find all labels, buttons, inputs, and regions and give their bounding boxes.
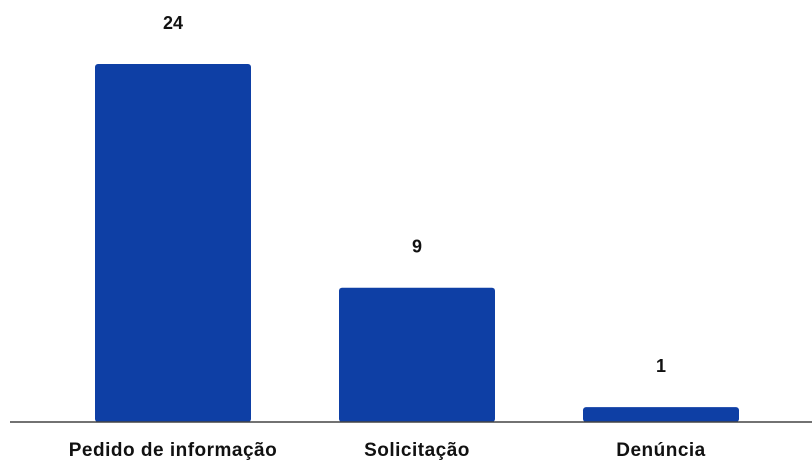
bar <box>339 287 495 422</box>
value-label: 1 <box>656 356 666 376</box>
value-label: 9 <box>412 237 422 257</box>
value-label: 24 <box>163 13 183 33</box>
bar <box>583 407 739 422</box>
x-tick-label: Solicitação <box>364 440 470 461</box>
x-tick-label: Pedido de informação <box>69 440 277 461</box>
bar <box>95 64 251 422</box>
x-tick-label: Denúncia <box>616 440 706 461</box>
